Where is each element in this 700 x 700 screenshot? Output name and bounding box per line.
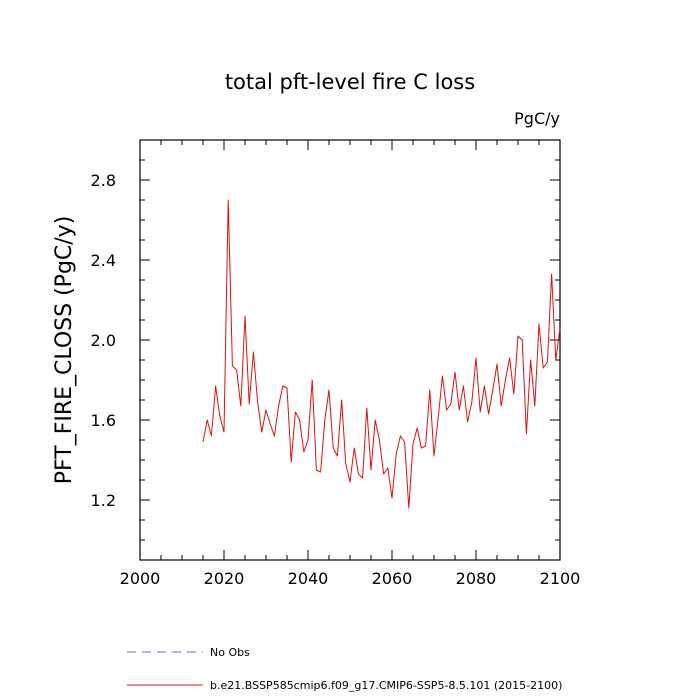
x-tick-label: 2100 (540, 569, 581, 588)
x-tick-label: 2000 (120, 569, 161, 588)
y-tick-label: 2.4 (91, 251, 116, 270)
legend-label: b.e21.BSSP585cmip6.f09_g17.CMIP6-SSP5-8.… (210, 679, 562, 692)
y-tick-label: 2.0 (91, 331, 116, 350)
chart-title: total pft-level fire C loss (225, 70, 475, 94)
y-tick-label: 1.2 (91, 491, 116, 510)
units-label: PgC/y (514, 109, 560, 128)
x-tick-label: 2040 (288, 569, 329, 588)
x-tick-label: 2020 (204, 569, 245, 588)
x-tick-label: 2060 (372, 569, 413, 588)
y-tick-label: 1.6 (91, 411, 116, 430)
plot-area: 2000 2020 2040 2060 2080 2100 1.2 1.6 2.0 2.4 2.8 (91, 139, 581, 588)
plot-frame (139, 139, 561, 561)
legend-label: No Obs (210, 646, 250, 659)
x-tick-label: 2080 (456, 569, 497, 588)
y-axis-label: PFT_FIRE_CLOSS (PgC/y) (52, 216, 77, 485)
legend: No Obs b.e21.BSSP585cmip6.f09_g17.CMIP6-S… (127, 646, 562, 692)
y-tick-label: 2.8 (91, 171, 116, 190)
series-line (202, 199, 561, 509)
